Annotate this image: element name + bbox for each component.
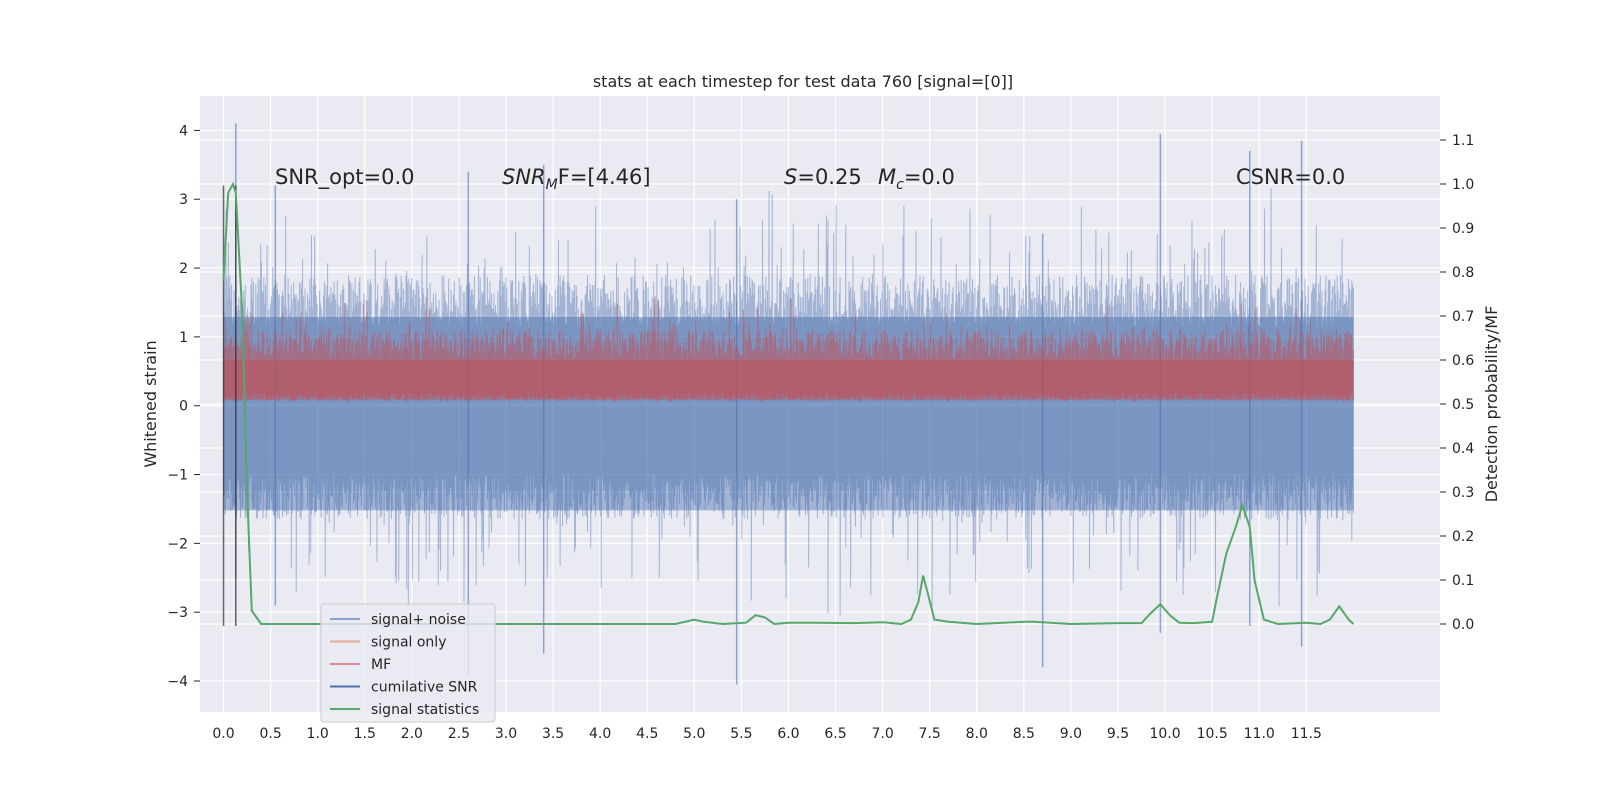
x-tick-label: 8.0 xyxy=(966,726,988,742)
mf-core xyxy=(223,360,1354,400)
y2-tick-label: 1.0 xyxy=(1452,177,1474,193)
x-tick-label: 11.0 xyxy=(1244,726,1275,742)
x-tick-label: 1.0 xyxy=(307,726,329,742)
y-axis-right: 0.0 0.1 0.2 0.3 0.4 0.5 0.6 0.7 0.8 0.9 1.0 1.1 xyxy=(1440,133,1474,633)
y2-tick-label: 0.3 xyxy=(1452,485,1474,501)
x-tick-label: 0.5 xyxy=(259,726,281,742)
annotation-s-name: S xyxy=(784,165,797,189)
legend: signal+ noise signal only MF cumilative SNR… xyxy=(320,603,496,723)
annotation-mc-sub: c xyxy=(896,177,904,193)
y2-tick-label: 0.1 xyxy=(1452,573,1474,589)
y2-tick-label: 0.7 xyxy=(1452,309,1474,325)
y-tick-label: 3 xyxy=(179,192,188,208)
y-tick-label: −3 xyxy=(167,605,188,621)
legend-label: cumilative SNR xyxy=(371,680,478,696)
x-tick-label: 0.0 xyxy=(212,726,234,742)
y2-tick-label: 0.5 xyxy=(1452,397,1474,413)
x-tick-label: 11.5 xyxy=(1291,726,1322,742)
legend-box xyxy=(320,603,496,723)
legend-label: signal statistics xyxy=(371,702,479,718)
x-tick-label: 5.5 xyxy=(730,726,752,742)
x-tick-label: 3.5 xyxy=(542,726,564,742)
y-tick-label: −1 xyxy=(167,468,188,484)
y2-axis-label: Detection probability/MF xyxy=(1482,306,1501,503)
y2-tick-label: 0.8 xyxy=(1452,265,1474,281)
annotation-mc-name: M xyxy=(878,165,896,189)
y-axis-left: −4 −3 −2 −1 0 1 2 3 4 xyxy=(167,123,200,690)
y-tick-label: −4 xyxy=(167,674,188,690)
x-tick-label: 3.0 xyxy=(495,726,517,742)
x-tick-label: 1.5 xyxy=(354,726,376,742)
annotation-mc: Mc=0.0 xyxy=(878,165,955,193)
y2-tick-label: 0.2 xyxy=(1452,529,1474,545)
legend-label: signal+ noise xyxy=(371,612,466,628)
x-tick-label: 6.0 xyxy=(777,726,799,742)
series-mf xyxy=(223,296,1354,402)
x-axis: 0.0 0.5 1.0 1.5 2.0 2.5 3.0 3.5 4.0 4.5 5.0 5.5 6.0 6… xyxy=(212,726,1321,742)
y2-tick-label: 0.0 xyxy=(1452,617,1474,633)
x-tick-label: 4.0 xyxy=(589,726,611,742)
legend-label: signal only xyxy=(371,635,446,651)
annotation-mc-value: =0.0 xyxy=(904,165,955,189)
x-tick-label: 2.0 xyxy=(401,726,423,742)
x-tick-label: 10.0 xyxy=(1149,726,1180,742)
mf-line xyxy=(223,296,1354,402)
annotation-snr-mf-rest: F=[4.46] xyxy=(558,165,651,189)
y-tick-label: −2 xyxy=(167,536,188,552)
annotation-s-value: =0.25 xyxy=(797,165,861,189)
annotation-snr-mf-sub: M xyxy=(546,177,558,193)
y-tick-label: 1 xyxy=(179,330,188,346)
chart-title: stats at each timestep for test data 760… xyxy=(593,72,1013,91)
x-tick-label: 10.5 xyxy=(1197,726,1228,742)
y-tick-label: 0 xyxy=(179,399,188,415)
x-tick-label: 8.5 xyxy=(1013,726,1035,742)
annotation-csnr: CSNR=0.0 xyxy=(1236,165,1345,189)
y2-tick-label: 0.9 xyxy=(1452,221,1474,237)
y-tick-label: 4 xyxy=(179,123,188,139)
y2-tick-label: 0.6 xyxy=(1452,353,1474,369)
y2-tick-label: 1.1 xyxy=(1452,133,1474,149)
annotation-snr-mf-name: SNR xyxy=(502,165,546,189)
x-tick-label: 6.5 xyxy=(824,726,846,742)
annotation-s: S=0.25 xyxy=(784,165,862,189)
x-tick-label: 9.0 xyxy=(1060,726,1082,742)
x-tick-label: 4.5 xyxy=(636,726,658,742)
x-tick-label: 7.0 xyxy=(871,726,893,742)
x-tick-label: 9.5 xyxy=(1107,726,1129,742)
legend-label: MF xyxy=(371,657,391,673)
annotation-snr-mf: SNRMF=[4.46] xyxy=(502,165,651,193)
x-tick-label: 7.5 xyxy=(919,726,941,742)
y-axis-label: Whitened strain xyxy=(141,340,160,467)
annotation-snr-opt: SNR_opt=0.0 xyxy=(275,165,415,190)
signal-markers xyxy=(222,185,237,626)
y-tick-label: 2 xyxy=(179,261,188,277)
x-tick-label: 5.0 xyxy=(683,726,705,742)
y2-tick-label: 0.4 xyxy=(1452,441,1474,457)
x-tick-label: 2.5 xyxy=(448,726,470,742)
